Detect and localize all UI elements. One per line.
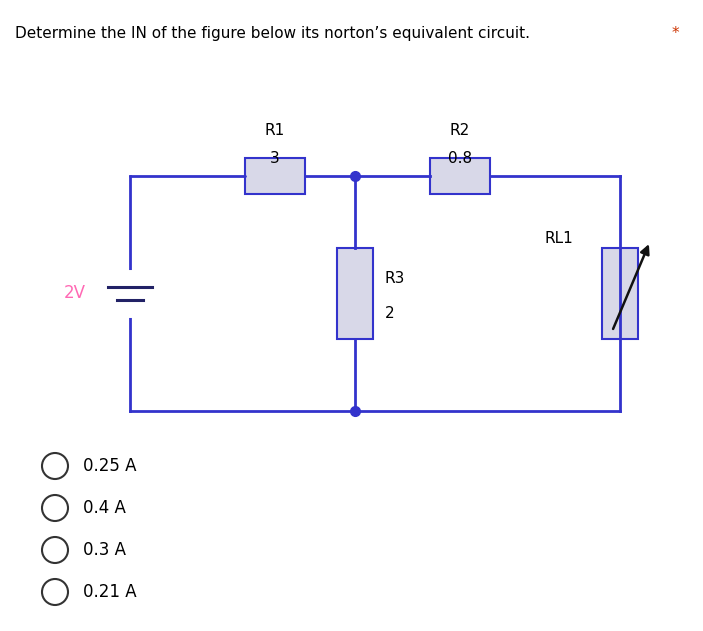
FancyBboxPatch shape: [602, 249, 638, 338]
Text: 0.25 A: 0.25 A: [83, 457, 136, 475]
Text: 0.8: 0.8: [448, 151, 472, 166]
Text: 0.21 A: 0.21 A: [83, 583, 136, 601]
FancyBboxPatch shape: [337, 249, 373, 338]
Text: R2: R2: [450, 123, 470, 138]
Text: RL1: RL1: [545, 231, 574, 246]
Text: Determine the IN of the figure below its norton’s equivalent circuit.: Determine the IN of the figure below its…: [15, 26, 530, 41]
Text: 2: 2: [385, 306, 394, 321]
Text: R1: R1: [265, 123, 285, 138]
Text: 0.4 A: 0.4 A: [83, 499, 126, 517]
FancyBboxPatch shape: [245, 158, 305, 194]
FancyBboxPatch shape: [430, 158, 490, 194]
Text: 0.3 A: 0.3 A: [83, 541, 126, 559]
Text: 2V: 2V: [64, 285, 86, 302]
Text: *: *: [672, 26, 680, 41]
Text: 3: 3: [270, 151, 280, 166]
Text: R3: R3: [385, 271, 406, 286]
